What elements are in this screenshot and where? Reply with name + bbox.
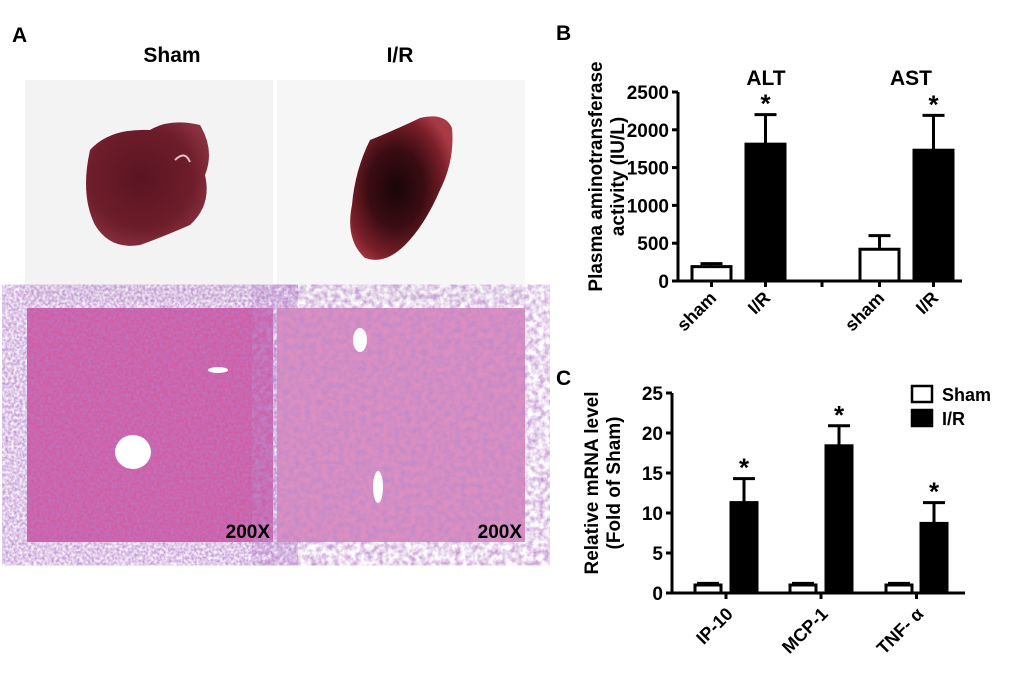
chart-c-y-axis-label-line2: (Fold of Sham) bbox=[604, 417, 625, 550]
chart-b-significance-mark: * bbox=[928, 89, 939, 119]
liver-photo-sham bbox=[25, 80, 273, 302]
panel-c-letter: C bbox=[556, 367, 571, 390]
legend-label: Sham bbox=[942, 385, 991, 405]
panel-a-letter: A bbox=[12, 24, 27, 47]
chart-b-y-tick-label: 1500 bbox=[627, 159, 669, 180]
magnification-label-ir: 200X bbox=[478, 522, 523, 543]
chart-b-x-tick-label: sham bbox=[841, 288, 888, 335]
chart-c-sham-bar bbox=[788, 583, 818, 595]
chart-c-ir-significance-mark: * bbox=[929, 477, 940, 507]
chart-b-bar bbox=[912, 148, 955, 283]
chart-b-y-axis-label: Plasma aminotransferaseactivity (IU/L) bbox=[586, 61, 629, 291]
chart-c-y-tick-label: 25 bbox=[642, 384, 664, 405]
chart-c: 0 5 10 15 20 25 Relative mRNA level(Fold of Sh… bbox=[582, 384, 991, 658]
chart-c-x-tick-label: MCP-1 bbox=[778, 604, 832, 658]
chart-c-y-tick-label: 20 bbox=[642, 424, 663, 445]
chart-b-bar bbox=[690, 265, 733, 283]
chart-c-x-tick-label: IP-10 bbox=[692, 604, 737, 649]
chart-b-x-tick-label: I/R bbox=[912, 288, 942, 318]
histology-ir bbox=[277, 308, 525, 542]
chart-b-group-label-alt: ALT bbox=[746, 67, 785, 90]
chart-c-sham-bar bbox=[693, 583, 723, 595]
chart-b-y-tick-label: 500 bbox=[637, 234, 669, 255]
legend-label: I/R bbox=[942, 409, 965, 429]
magnification-label-sham: 200X bbox=[226, 522, 271, 543]
chart-b-bar bbox=[744, 142, 787, 283]
chart-b-y-tick-label: 2500 bbox=[627, 83, 669, 104]
chart-c-y-tick-label: 5 bbox=[652, 544, 663, 565]
liver-photo-ir bbox=[277, 80, 525, 302]
legend-swatch bbox=[910, 408, 934, 428]
chart-b-bar bbox=[858, 247, 901, 283]
chart-c-ir-bar bbox=[824, 444, 854, 595]
chart-b-x-tick-label: sham bbox=[673, 288, 720, 335]
column-label-ir: I/R bbox=[387, 44, 414, 67]
panel-b-letter: B bbox=[556, 22, 571, 45]
column-label-sham: Sham bbox=[143, 44, 200, 67]
chart-c-y-tick-label: 10 bbox=[642, 504, 663, 525]
chart-c-ir-significance-mark: * bbox=[739, 453, 750, 483]
chart-c-x-tick-label: TNF- α bbox=[873, 604, 927, 658]
chart-c-y-axis-label-line1: Relative mRNA level bbox=[582, 391, 603, 574]
chart-b-y-axis-label-line2: activity (IU/L) bbox=[608, 117, 629, 236]
chart-b-y-axis-label-line1: Plasma aminotransferase bbox=[586, 61, 607, 291]
histology-sham bbox=[27, 308, 273, 542]
chart-c-sham-bar bbox=[884, 583, 914, 595]
chart-b-x-tick-label: I/R bbox=[744, 288, 774, 318]
legend-swatch bbox=[910, 384, 934, 404]
chart-b-y-tick-label: 0 bbox=[658, 272, 669, 293]
chart-c-y-tick-label: 15 bbox=[642, 464, 664, 485]
chart-b-y-tick-label: 1000 bbox=[627, 196, 669, 217]
chart-b-significance-mark: * bbox=[760, 89, 771, 119]
chart-c-ir-significance-mark: * bbox=[834, 400, 845, 430]
chart-c-ir-bar bbox=[919, 521, 949, 595]
chart-c-y-axis-label: Relative mRNA level(Fold of Sham) bbox=[582, 391, 625, 574]
chart-b-y-tick-label: 2000 bbox=[627, 121, 669, 142]
chart-b-group-label-ast: AST bbox=[890, 67, 932, 90]
chart-c-y-tick-label: 0 bbox=[652, 584, 663, 605]
chart-c-ir-bar bbox=[729, 501, 759, 595]
